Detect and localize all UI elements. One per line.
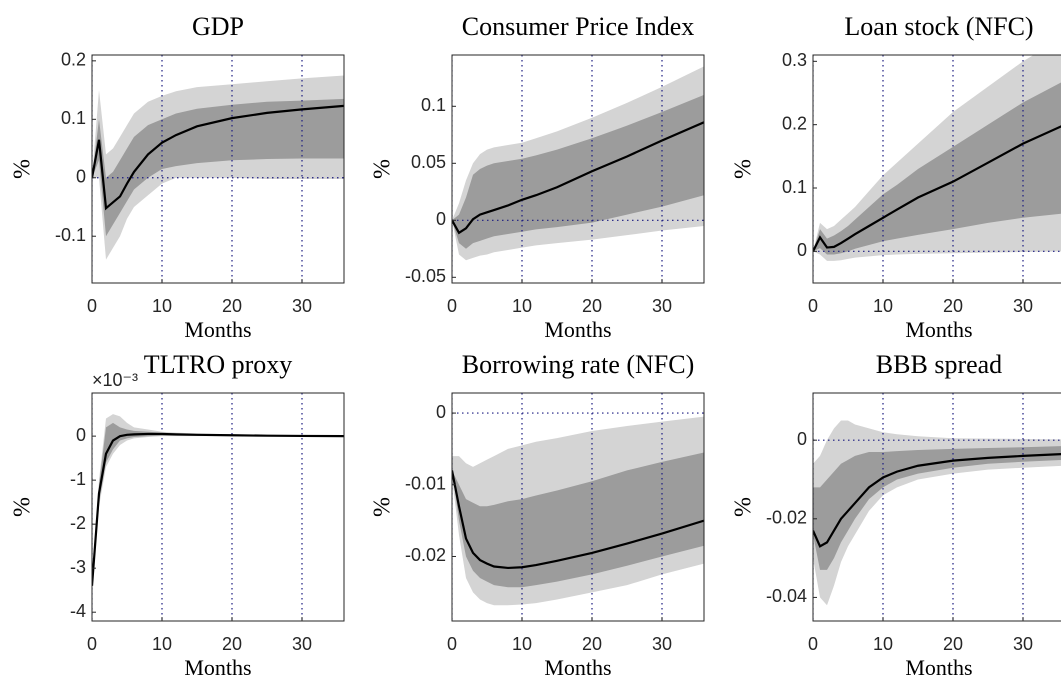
x-tick-label: 30 [652, 634, 672, 654]
x-tick-label: 0 [447, 634, 457, 654]
x-tick-label: 10 [152, 296, 172, 316]
y-tick-label: 0.05 [411, 152, 446, 172]
y-tick-label: 0 [76, 425, 86, 445]
plot-area [813, 393, 1061, 621]
x-axis-label: Months [905, 655, 972, 680]
confidence-band [92, 414, 344, 586]
y-tick-label: 0.2 [61, 50, 86, 70]
median-line [813, 125, 1061, 252]
y-tick-label: -1 [70, 469, 86, 489]
confidence-band [92, 422, 344, 586]
confidence-band [452, 94, 704, 249]
plot-area [813, 55, 1061, 283]
y-tick-label: -0.02 [766, 508, 807, 528]
y-tick-label: -2 [70, 513, 86, 533]
x-tick-label: 0 [808, 634, 818, 654]
x-tick-label: 0 [808, 296, 818, 316]
y-tick-label: 0.1 [782, 177, 807, 197]
y-multiplier: ×10⁻³ [92, 370, 138, 390]
median-line [452, 121, 704, 235]
plot-area [452, 393, 704, 621]
x-axis-label: Months [184, 655, 251, 680]
y-axis-label: % [370, 159, 396, 179]
x-tick-label: 30 [292, 296, 312, 316]
x-tick-label: 20 [943, 634, 963, 654]
panel: 0 10 20 30 -0.02 -0.01 0 Borrowing rate (NFC) Mo… [370, 350, 705, 680]
axis-box [451, 392, 705, 622]
y-tick-label: -0.05 [405, 266, 446, 286]
y-tick-label: 0 [436, 402, 446, 422]
x-tick-label: 20 [943, 296, 963, 316]
x-tick-label: 10 [873, 296, 893, 316]
y-tick-label: 0 [797, 240, 807, 260]
x-tick-label: 20 [222, 634, 242, 654]
confidence-band [813, 82, 1061, 255]
chart-title: Borrowing rate (NFC) [462, 350, 695, 379]
median-line [92, 432, 344, 586]
x-tick-label: 10 [873, 634, 893, 654]
confidence-band [92, 98, 344, 237]
y-axis-label: % [731, 497, 757, 517]
median-line [813, 453, 1061, 548]
x-tick-label: 20 [582, 296, 602, 316]
y-tick-label: 0.1 [61, 108, 86, 128]
x-tick-label: 30 [652, 296, 672, 316]
x-tick-label: 30 [1013, 634, 1033, 654]
x-tick-label: 0 [447, 296, 457, 316]
x-tick-label: 10 [512, 634, 532, 654]
y-axis-label: % [370, 497, 396, 517]
y-tick-label: 0.1 [421, 95, 446, 115]
plot-area [452, 55, 704, 283]
x-tick-label: 10 [512, 296, 532, 316]
panel: 0 10 20 30 -4 -3 -2 -1 0 TLTRO proxy Months% ×10⁻³ [10, 350, 345, 680]
axis-box [812, 392, 1061, 622]
chart-title: GDP [192, 12, 244, 41]
median-line [452, 470, 704, 570]
axis-box [812, 54, 1061, 284]
y-tick-label: -0.02 [405, 545, 446, 565]
x-tick-label: 20 [222, 296, 242, 316]
plot-area [92, 393, 344, 621]
axis-box [451, 54, 705, 284]
panel: 0 10 20 30 -0.1 0 0.1 0.2 GDP Months% [10, 12, 345, 342]
chart-title: Consumer Price Index [462, 12, 695, 41]
chart-title: TLTRO proxy [144, 350, 293, 379]
y-axis-label: % [10, 497, 36, 517]
x-tick-label: 30 [1013, 296, 1033, 316]
confidence-band [452, 452, 704, 588]
y-tick-label: 0 [797, 429, 807, 449]
y-axis-label: % [10, 159, 36, 179]
chart-title: Loan stock (NFC) [844, 12, 1033, 41]
y-tick-label: -3 [70, 557, 86, 577]
y-tick-label: 0.3 [782, 50, 807, 70]
axis-box [91, 54, 345, 284]
axis-box [91, 392, 345, 622]
y-axis-label: % [731, 159, 757, 179]
x-tick-label: 10 [152, 634, 172, 654]
x-tick-label: 30 [292, 634, 312, 654]
y-tick-label: -0.1 [55, 225, 86, 245]
y-tick-label: 0 [436, 209, 446, 229]
plot-area [92, 55, 344, 283]
x-axis-label: Months [544, 317, 611, 342]
x-tick-label: 0 [87, 634, 97, 654]
panel: 0 10 20 30 0 0.1 0.2 0.3 Loan stock (NFC) Months% [731, 12, 1061, 342]
confidence-band [813, 446, 1061, 570]
x-tick-label: 0 [87, 296, 97, 316]
x-axis-label: Months [544, 655, 611, 680]
y-tick-label: -4 [70, 601, 86, 621]
x-tick-label: 20 [582, 634, 602, 654]
panel: 0 10 20 30 -0.04 -0.02 0 BBB spread Months% [731, 350, 1061, 680]
y-tick-label: -0.01 [405, 474, 446, 494]
x-axis-label: Months [905, 317, 972, 342]
y-tick-label: 0.2 [782, 113, 807, 133]
median-line [92, 104, 344, 211]
x-axis-label: Months [184, 317, 251, 342]
chart-title: BBB spread [876, 350, 1002, 379]
y-tick-label: -0.04 [766, 586, 807, 606]
y-tick-label: 0 [76, 167, 86, 187]
